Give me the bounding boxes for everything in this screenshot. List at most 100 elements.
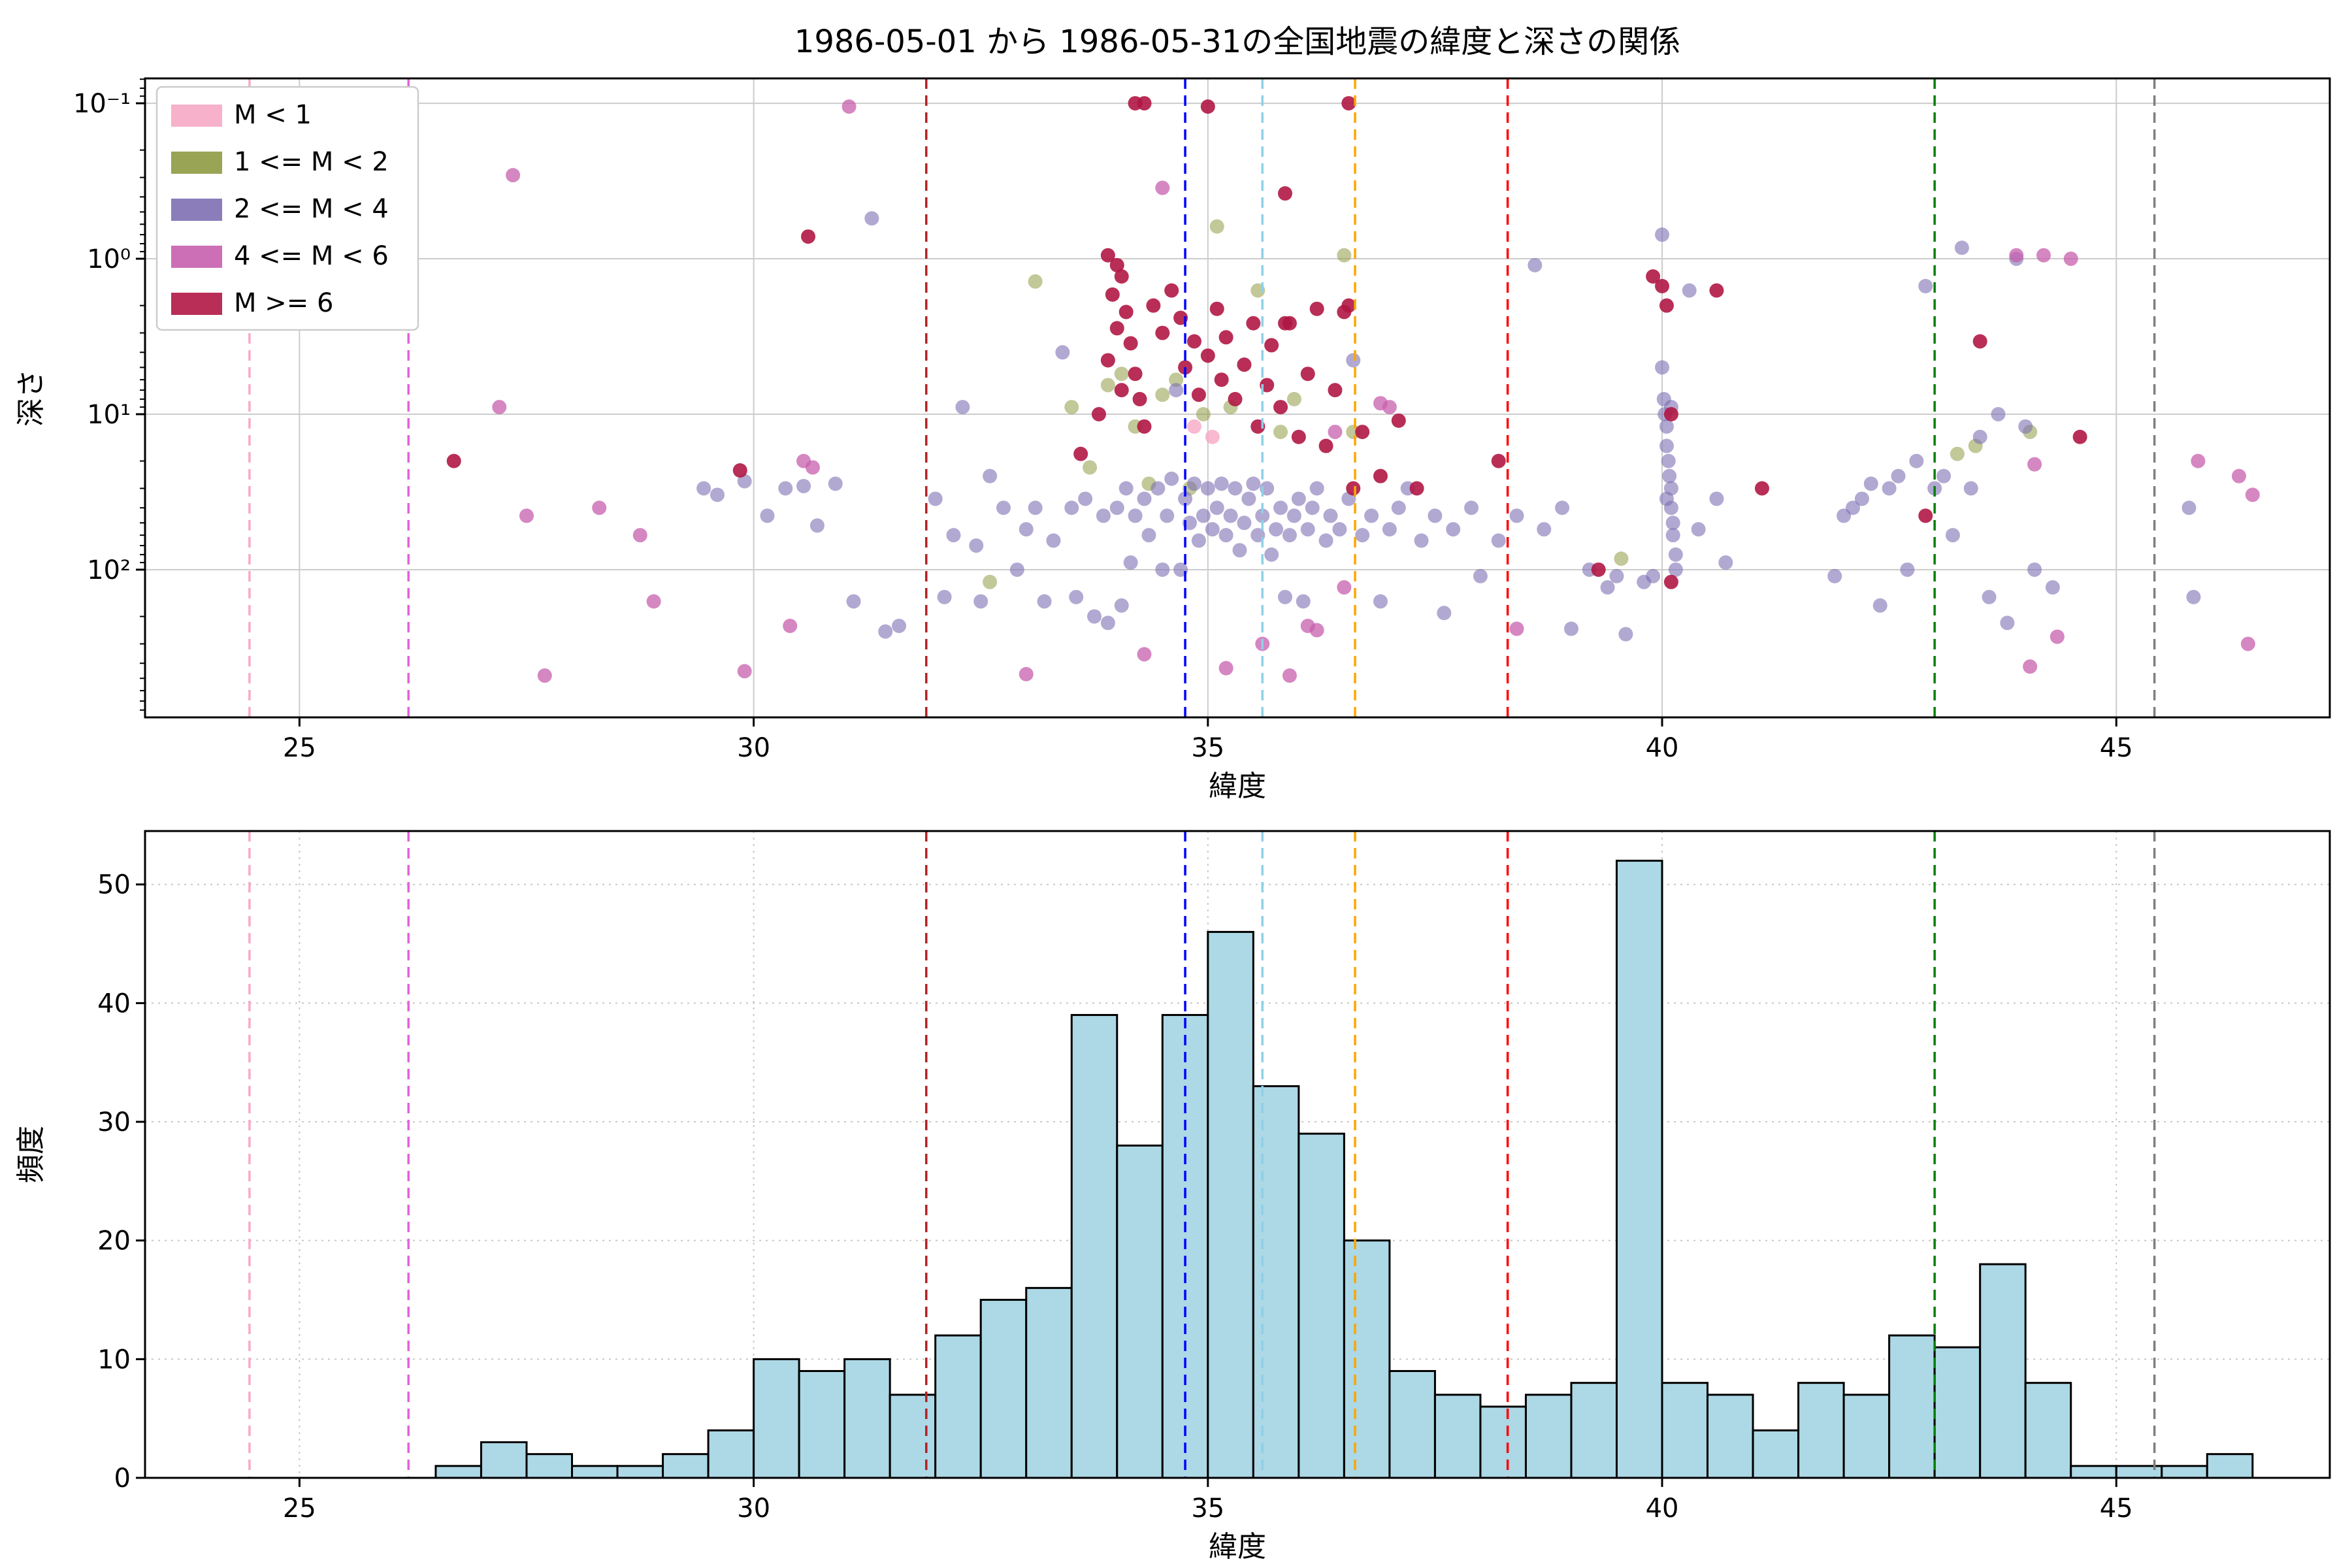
- scatter-point: [1282, 528, 1297, 543]
- scatter-point: [983, 468, 998, 483]
- hist-ylabel: 頻度: [14, 1126, 48, 1183]
- scatter-point: [1200, 99, 1215, 114]
- tick-label: 30: [737, 1494, 770, 1524]
- scatter-point: [1364, 508, 1379, 523]
- scatter-point: [1300, 522, 1315, 537]
- scatter-point: [1186, 419, 1201, 434]
- scatter-point: [1682, 283, 1697, 298]
- scatter-point: [2050, 629, 2065, 644]
- scatter-point: [1709, 283, 1724, 298]
- scatter-point: [1269, 522, 1284, 537]
- scatter-point: [1972, 429, 1987, 444]
- scatter-point: [2072, 429, 2087, 444]
- scatter-point: [1205, 522, 1220, 537]
- hist-bar: [1797, 1382, 1845, 1479]
- hist-bar: [707, 1429, 755, 1479]
- scatter-point: [1078, 491, 1093, 506]
- scatter-point: [1096, 508, 1111, 523]
- scatter-point: [1277, 589, 1292, 604]
- scatter-point: [1277, 186, 1292, 201]
- hist-bar: [1570, 1382, 1618, 1479]
- hist-bar: [1298, 1132, 1345, 1479]
- scatter-point: [1909, 453, 1924, 468]
- hist-bar: [979, 1299, 1028, 1479]
- scatter-point: [1241, 491, 1256, 506]
- scatter-point: [1218, 528, 1233, 543]
- scatter-point: [2000, 615, 2015, 630]
- scatter-point: [1137, 647, 1152, 662]
- scatter-point: [1196, 508, 1211, 523]
- scatter-point: [1882, 481, 1897, 496]
- legend-label: 2 <= M < 4: [234, 194, 389, 224]
- scatter-point: [1618, 627, 1633, 642]
- hist-bar: [934, 1334, 982, 1479]
- scatter-point: [1846, 500, 1861, 515]
- scatter-point: [1186, 476, 1201, 491]
- histogram-plot: 25 30 35 40 45 0 10 20 30 40 50: [97, 830, 2331, 1524]
- scatter-point: [1218, 661, 1233, 676]
- scatter-point: [632, 528, 647, 543]
- scatter-point: [1662, 468, 1677, 483]
- scatter-point: [1663, 574, 1678, 589]
- scatter-point: [1328, 383, 1343, 398]
- scatter-point: [928, 491, 943, 506]
- scatter-point: [1355, 425, 1370, 440]
- scatter-point: [1341, 96, 1356, 111]
- scatter-point: [1337, 248, 1352, 263]
- scatter-point: [1028, 274, 1043, 289]
- scatter-point: [1527, 257, 1543, 272]
- scatter-point: [1473, 568, 1488, 583]
- scatter-point: [1273, 500, 1288, 515]
- scatter-point: [1428, 508, 1443, 523]
- tick-label: 40: [97, 988, 131, 1019]
- tick-label: 40: [1646, 1494, 1679, 1524]
- scatter-point: [1273, 400, 1288, 415]
- scatter-point: [778, 481, 793, 496]
- scatter-point: [1355, 528, 1370, 543]
- scatter-point: [1918, 508, 1933, 523]
- scatter-point: [1123, 336, 1138, 351]
- tick-label: 10²: [87, 555, 131, 585]
- scatter-point: [2018, 419, 2033, 434]
- scatter-point: [1591, 562, 1606, 577]
- legend-label: M >= 6: [234, 288, 333, 318]
- scatter-point: [1109, 321, 1124, 336]
- scatter-point: [1318, 438, 1333, 453]
- scatter-point: [1291, 429, 1306, 444]
- hist-bar: [1616, 859, 1663, 1479]
- hist-bar: [2206, 1453, 2254, 1479]
- legend-swatch: [171, 152, 222, 174]
- hist-bar: [1888, 1334, 1936, 1479]
- scatter-point: [1659, 419, 1674, 434]
- scatter-point: [1083, 460, 1098, 475]
- tick-label: 30: [97, 1107, 131, 1137]
- scatter-point: [1046, 533, 1061, 548]
- scatter-point: [1691, 522, 1706, 537]
- legend: M < 1 1 <= M < 2 2 <= M < 4 4 <= M < 6 M >= …: [155, 86, 419, 331]
- scatter-point: [1337, 580, 1352, 595]
- hist-bar: [571, 1465, 619, 1479]
- scatter-point: [1069, 589, 1084, 604]
- scatter-point: [1409, 481, 1424, 496]
- scatter-point: [2063, 252, 2078, 267]
- scatter-point: [1665, 528, 1680, 543]
- scatter-point: [1223, 508, 1238, 523]
- scatter-point: [1214, 372, 1229, 387]
- scatter-point: [892, 619, 907, 634]
- scatter-point: [1100, 378, 1115, 393]
- scatter-point: [1196, 406, 1211, 421]
- hist-bar: [525, 1453, 574, 1479]
- scatter-point: [696, 481, 711, 496]
- scatter-point: [1209, 301, 1224, 316]
- scatter-point: [796, 479, 811, 494]
- tick-label: 40: [1646, 733, 1679, 763]
- scatter-point: [2240, 636, 2255, 651]
- scatter-point: [1332, 522, 1347, 537]
- scatter-point: [1668, 547, 1683, 562]
- scatter-point: [983, 574, 998, 589]
- tick-label: 45: [2100, 733, 2133, 763]
- scatter-spine: [144, 77, 2331, 719]
- scatter-point: [1246, 316, 1261, 331]
- scatter-point: [737, 474, 752, 489]
